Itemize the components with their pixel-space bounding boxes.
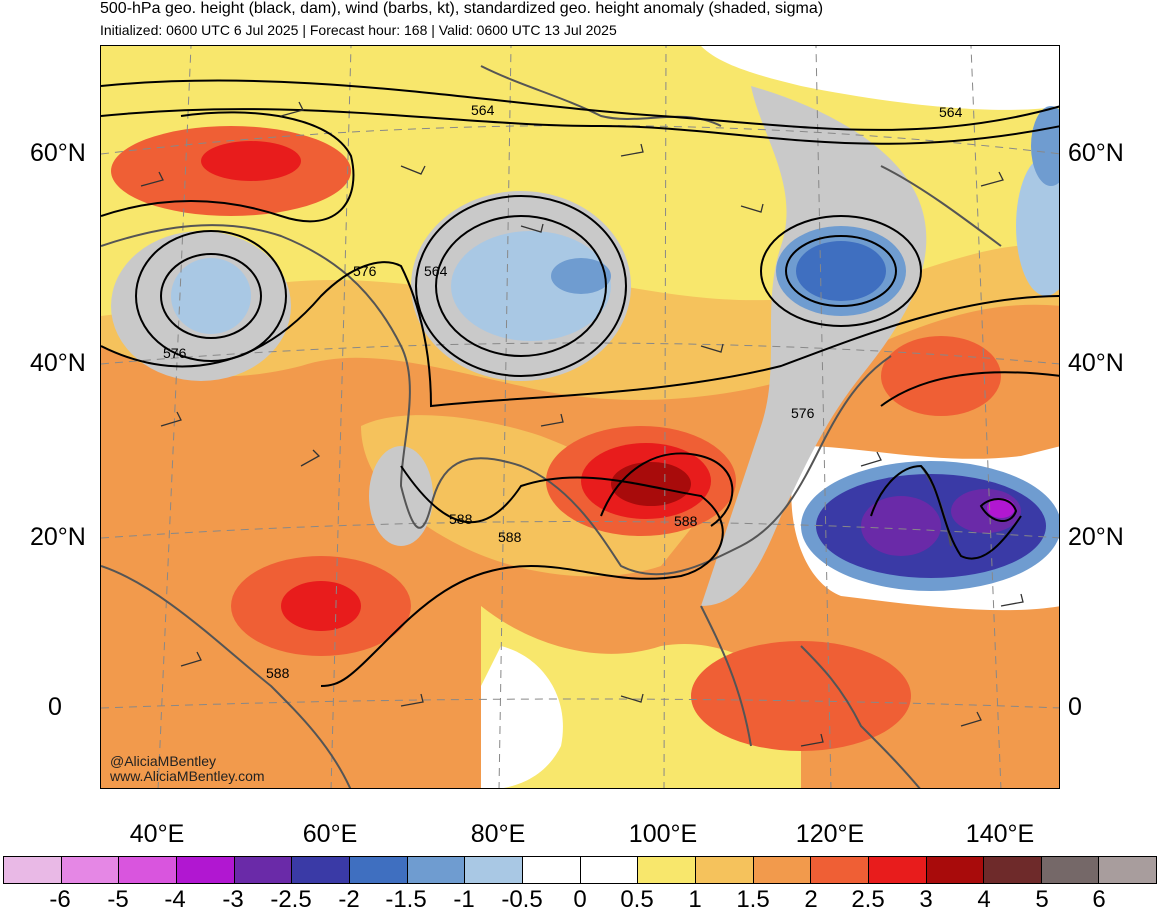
- colorbar-swatch: [868, 857, 927, 883]
- colorbar-tick-label: -0.5: [501, 886, 543, 913]
- lat-label-60n-right: 60°N: [1068, 139, 1124, 167]
- colorbar-tick-label: -2: [338, 886, 360, 913]
- neg-anomaly-pacific-min: [987, 498, 1015, 518]
- colorbar-swatch: [61, 857, 120, 883]
- colorbar-tick-label: -1: [453, 886, 475, 913]
- coastlines: [101, 65, 1002, 788]
- colorbar-tick-label: -4: [164, 886, 186, 913]
- neg-anomaly-india: [369, 446, 433, 546]
- neg-anomaly-pacific-core-west: [861, 496, 941, 556]
- lat-label-60n-left: 60°N: [30, 139, 86, 167]
- colorbar-swatch: [407, 857, 466, 883]
- colorbar-tick-label: 0: [573, 886, 587, 913]
- neg-anomaly-okhotsk: [1016, 156, 1059, 296]
- colorbar-swatch: [580, 857, 639, 883]
- contour-label: 564: [471, 102, 495, 118]
- colorbar-swatch: [465, 857, 523, 883]
- colorbar-swatch: [811, 857, 869, 883]
- warm-anomaly-tibet-core: [611, 462, 691, 506]
- colorbar-tick-label: 1: [688, 886, 702, 913]
- colorbar-swatch: [119, 857, 177, 883]
- neutral-arctic: [701, 46, 1059, 110]
- neg-anomaly-okhotsk-core: [1031, 106, 1059, 186]
- warm-anomaly-arabia-core: [281, 581, 361, 631]
- lon-label-120e: 120°E: [795, 820, 865, 848]
- colorbar-swatch: [522, 857, 581, 883]
- lon-label-60e: 60°E: [302, 820, 358, 848]
- contour-label: 588: [449, 511, 473, 527]
- wind-barbs: [140, 101, 1024, 747]
- colorbar-tick-label: -3: [222, 886, 244, 913]
- lat-label-eq-left: 0: [48, 693, 62, 721]
- lon-label-100e: 100°E: [628, 820, 698, 848]
- anomaly-shade-1p5-central: [361, 415, 701, 577]
- colorbar-tick-label: 6: [1092, 886, 1106, 913]
- lon-label-40e: 40°E: [129, 820, 185, 848]
- colorbar-tick-label: -1.5: [385, 886, 427, 913]
- colorbar-tick-label: 0.5: [620, 886, 654, 913]
- colorbar-tick-label: -5: [107, 886, 129, 913]
- lat-label-20n-left: 20°N: [30, 523, 86, 551]
- colorbar-swatch: [695, 857, 754, 883]
- colorbar-tick-label: -6: [49, 886, 71, 913]
- colorbar-swatch: [234, 857, 293, 883]
- warm-anomaly-scandinavia-core: [201, 141, 301, 181]
- colorbar-swatch: [292, 857, 350, 883]
- neg-anomaly-manchuria-core: [796, 241, 886, 301]
- colorbar-swatch: [638, 857, 696, 883]
- lat-label-20n-right: 20°N: [1068, 523, 1124, 551]
- colorbar-tick-label: 5: [1035, 886, 1049, 913]
- lat-label-eq-right: 0: [1068, 693, 1082, 721]
- anomaly-colorbar: [3, 856, 1157, 884]
- colorbar-swatch: [984, 857, 1042, 883]
- colorbar-tick-label: 2.5: [851, 886, 885, 913]
- credit-url: www.AliciaMBentley.com: [110, 768, 265, 784]
- contour-label: 588: [498, 529, 522, 545]
- colorbar-tick-label: 1.5: [736, 886, 770, 913]
- colorbar-tick-label: 4: [977, 886, 991, 913]
- weather-map: 564 564 564 576 576 576 588 588 588 588: [100, 45, 1060, 789]
- neutral-bay-of-bengal: [481, 646, 563, 788]
- contour-label: 564: [939, 104, 963, 120]
- colorbar-swatch: [1041, 857, 1100, 883]
- neg-anomaly-siberia-core: [551, 258, 611, 294]
- colorbar-swatch: [753, 857, 812, 883]
- colorbar-swatch: [1099, 857, 1157, 883]
- warm-anomaly-japan: [881, 336, 1001, 416]
- contour-label: 576: [353, 263, 377, 279]
- lat-label-40n-right: 40°N: [1068, 349, 1124, 377]
- lon-label-140e: 140°E: [965, 820, 1035, 848]
- neg-anomaly-caspian: [171, 258, 251, 334]
- neg-anomaly-east-asia: [701, 86, 927, 606]
- colorbar-swatch: [176, 857, 235, 883]
- graticule: [101, 46, 1059, 788]
- contour-label: 588: [674, 513, 698, 529]
- map-subtitle: Initialized: 0600 UTC 6 Jul 2025 | Forec…: [100, 22, 617, 38]
- contour-label: 564: [424, 263, 448, 279]
- contour-label: 576: [163, 345, 187, 361]
- warm-anomaly-philippines: [691, 641, 911, 751]
- colorbar-tick-label: 2: [804, 886, 818, 913]
- neg-anomaly-siberia: [451, 231, 611, 341]
- credit-handle: @AliciaMBentley: [110, 753, 217, 769]
- height-contours: [101, 79, 1059, 687]
- contour-label: 576: [791, 405, 815, 421]
- colorbar-swatch: [4, 857, 62, 883]
- colorbar-swatch: [926, 857, 985, 883]
- colorbar-tick-label: -2.5: [270, 886, 312, 913]
- lat-label-40n-left: 40°N: [30, 349, 86, 377]
- lon-label-80e: 80°E: [470, 820, 526, 848]
- colorbar-tick-label: 3: [919, 886, 933, 913]
- contour-label: 588: [266, 665, 290, 681]
- colorbar-swatch: [349, 857, 408, 883]
- map-title: 500-hPa geo. height (black, dam), wind (…: [100, 0, 824, 17]
